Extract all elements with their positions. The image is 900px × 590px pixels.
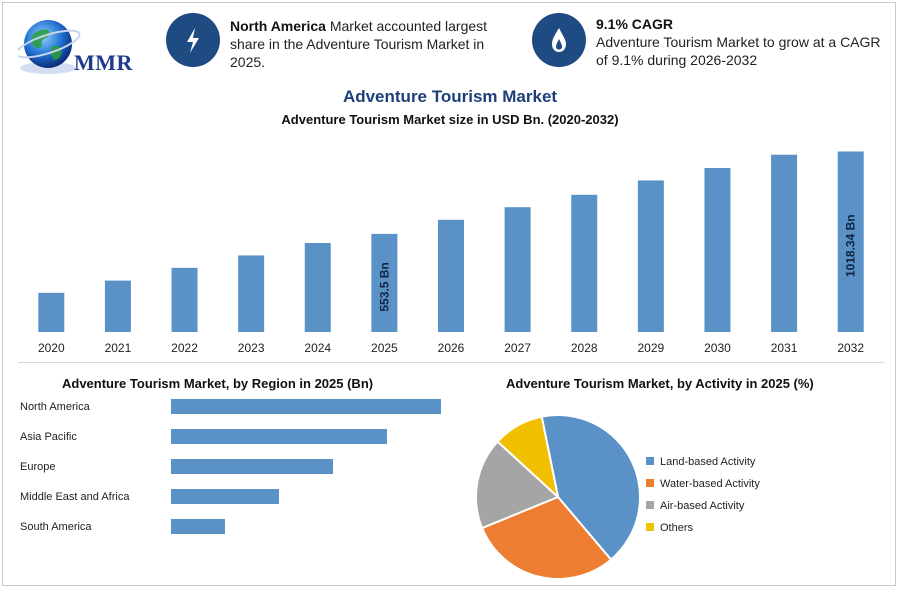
- x-tick-label: 2031: [771, 341, 798, 355]
- bar-2030: [704, 168, 731, 332]
- activity-pie-chart: Land-based Activity Water-based Activity A…: [475, 414, 760, 580]
- region-label: North America: [20, 401, 91, 413]
- data-label-2025: 553.5 Bn: [377, 262, 391, 311]
- x-tick-label: 2021: [105, 341, 132, 355]
- legend-swatch: [646, 479, 654, 487]
- info-right-text: 9.1% CAGR Adventure Tourism Market to gr…: [596, 15, 886, 69]
- info-right-bold: 9.1% CAGR: [596, 16, 674, 32]
- bar-2031: [771, 154, 798, 332]
- legend-label: Water-based Activity: [660, 478, 760, 490]
- lightning-icon: [166, 13, 220, 67]
- region-label: South America: [20, 521, 92, 533]
- logo-text: MMR: [74, 50, 133, 75]
- data-label-2032: 1018.34 Bn: [844, 214, 858, 277]
- legend-swatch: [646, 457, 654, 465]
- x-tick-label: 2022: [171, 341, 198, 355]
- bar-2032: [837, 151, 864, 332]
- pie-slice: [480, 495, 613, 580]
- x-tick-label: 2029: [637, 341, 664, 355]
- x-tick-label: 2028: [571, 341, 598, 355]
- pie-slice: [475, 440, 560, 530]
- section-divider: [18, 362, 884, 363]
- bar-2028: [571, 194, 598, 332]
- x-tick-label: 2023: [238, 341, 265, 355]
- main-chart-title: Adventure Tourism Market: [342, 87, 558, 106]
- bar-2022: [171, 267, 198, 332]
- bar-2029: [637, 180, 664, 332]
- pie-slice: [496, 415, 560, 500]
- region-label: Europe: [20, 461, 55, 473]
- region-label: Middle East and Africa: [20, 491, 130, 503]
- region-chart-title: Adventure Tourism Market, by Region in 2…: [62, 376, 374, 391]
- x-tick-label: 2026: [438, 341, 465, 355]
- activity-chart-title: Adventure Tourism Market, by Activity in…: [506, 376, 814, 391]
- info-right-body: Adventure Tourism Market to grow at a CA…: [596, 34, 881, 68]
- info-left-bold: North America: [230, 18, 326, 34]
- info-left-body: Market accounted largest share in the Ad…: [230, 18, 488, 70]
- market-size-bar-chart: 2020 2021 2022 2023 2024 2025 553.5 Bn 2026 2027…: [38, 151, 864, 355]
- x-tick-label: 2032: [837, 341, 864, 355]
- mmr-globe-logo: [18, 20, 81, 74]
- bar-2020: [38, 292, 65, 332]
- pie-slice: [540, 414, 641, 561]
- bar-2023: [238, 255, 265, 332]
- x-tick-label: 2020: [38, 341, 65, 355]
- region-bar-chart: North America Asia Pacific Europe Middle Ea…: [20, 399, 441, 534]
- region-bar: [171, 399, 441, 414]
- x-tick-label: 2027: [504, 341, 531, 355]
- x-tick-label: 2025: [371, 341, 398, 355]
- bar-2025: [371, 233, 398, 332]
- main-chart-subtitle: Adventure Tourism Market size in USD Bn.…: [281, 112, 619, 127]
- legend-label: Air-based Activity: [660, 500, 745, 512]
- flame-drop-icon: [532, 13, 586, 67]
- region-bar: [171, 429, 387, 444]
- bar-2021: [104, 280, 131, 332]
- info-left-text: North America Market accounted largest s…: [230, 17, 500, 71]
- legend-label: Others: [660, 522, 694, 534]
- bar-2026: [438, 219, 464, 332]
- bar-2024: [304, 243, 331, 332]
- legend-swatch: [646, 501, 654, 509]
- region-bar: [171, 459, 333, 474]
- region-bar: [171, 489, 279, 504]
- legend-swatch: [646, 523, 654, 531]
- bar-2027: [504, 207, 531, 332]
- x-tick-label: 2024: [304, 341, 331, 355]
- region-label: Asia Pacific: [20, 431, 77, 443]
- region-bar: [171, 519, 225, 534]
- x-tick-label: 2030: [704, 341, 731, 355]
- legend-label: Land-based Activity: [660, 456, 756, 468]
